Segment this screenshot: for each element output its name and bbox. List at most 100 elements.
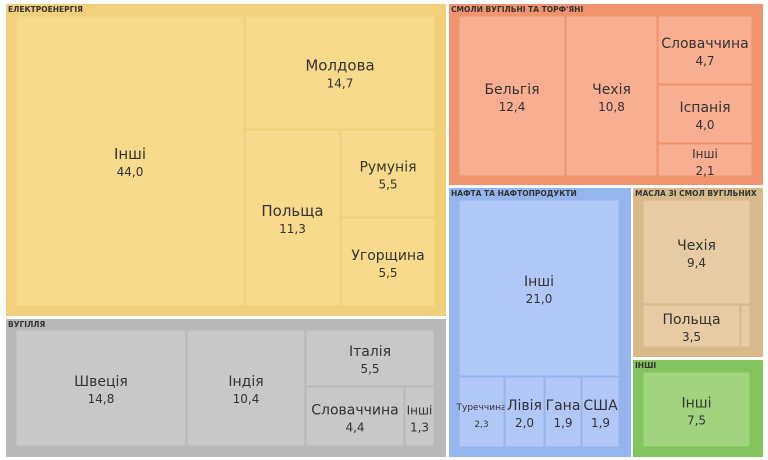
cell-label: Інші <box>692 147 718 161</box>
treemap-cell-італія: Італія 5,5 <box>305 329 435 387</box>
cell-value: 4,4 <box>345 421 364 435</box>
cell-value: 5,5 <box>378 266 397 280</box>
cell-rect <box>642 199 751 305</box>
cell-label: Угорщина <box>351 248 424 264</box>
cell-rect <box>15 329 187 447</box>
cell-label: Інші <box>682 396 712 412</box>
treemap-cell-словаччина: Словаччина 4,4 <box>305 386 405 447</box>
treemap-cell-індія: Індія 10,4 <box>186 329 306 447</box>
treemap-cell-словаччина: Словаччина 4,7 <box>657 15 753 85</box>
treemap-cell-молдова: Молдова 14,7 <box>244 15 436 130</box>
treemap-cell-чехія: Чехія 9,4 <box>642 199 751 305</box>
cell-rect <box>642 371 751 448</box>
treemap-cell-швеція: Швеція 14,8 <box>15 329 187 447</box>
cell-rect <box>642 304 741 348</box>
treemap-cell-інші: Інші 1,3 <box>404 386 435 447</box>
treemap-group-0: ЕЛЕКТРОЕНЕРГІЯ Інші 44,0 Молдова 14,7 Польща 1… <box>6 4 446 316</box>
cell-label: Польща <box>261 202 323 220</box>
cell-label: Румунія <box>359 160 416 176</box>
cell-rect <box>244 129 341 307</box>
cell-value: 10,4 <box>233 392 260 406</box>
cell-label: США <box>583 398 618 414</box>
cell-label: Чехія <box>592 82 631 98</box>
treemap-cell-чехія: Чехія 10,8 <box>565 15 658 177</box>
cell-label: Чехія <box>677 238 716 254</box>
cell-rect <box>565 15 658 177</box>
cell-rect <box>305 329 435 387</box>
cell-label: Туреччина <box>456 403 507 413</box>
cell-value: 1,9 <box>591 416 610 430</box>
cell-rect <box>458 376 505 448</box>
cell-rect <box>740 304 751 348</box>
cell-label: Гана <box>546 398 581 414</box>
cell-rect <box>244 15 436 130</box>
group-header: МАСЛА ЗІ СМОЛ ВУГІЛЬНИХ <box>635 189 757 198</box>
cell-value: 9,4 <box>687 256 706 270</box>
cell-label: Інші <box>524 274 554 290</box>
cell-rect <box>657 84 753 144</box>
cell-rect <box>657 143 753 177</box>
treemap-cell-сша: США 1,9 <box>581 376 620 448</box>
cell-label: Італія <box>349 344 391 360</box>
cell-rect <box>15 15 245 307</box>
cell-value: 4,7 <box>695 54 714 68</box>
cell-label: Інші <box>114 145 146 163</box>
treemap-group-4: МАСЛА ЗІ СМОЛ ВУГІЛЬНИХ Чехія 9,4 Польща 3,5 <box>633 188 763 357</box>
cell-value: 4,0 <box>695 118 714 132</box>
cell-rect <box>340 217 436 307</box>
cell-value: 10,8 <box>598 100 625 114</box>
cell-rect <box>186 329 306 447</box>
group-header: ЕЛЕКТРОЕНЕРГІЯ <box>8 5 83 14</box>
cell-label: Словаччина <box>311 403 399 419</box>
cell-value: 21,0 <box>526 292 553 306</box>
treemap-cell-інші: Інші 44,0 <box>15 15 245 307</box>
cell-rect <box>305 386 405 447</box>
treemap-cell-бельгія: Бельгія 12,4 <box>458 15 566 177</box>
cell-rect <box>458 15 566 177</box>
cell-rect <box>404 386 435 447</box>
cell-label: Іспанія <box>679 100 730 116</box>
group-header: ІНШІ <box>635 361 656 370</box>
treemap-cell-румунія: Румунія 5,5 <box>340 129 436 218</box>
cell-value: 14,8 <box>88 392 115 406</box>
treemap-cell-іспанія: Іспанія 4,0 <box>657 84 753 144</box>
treemap-cell-unlabeled <box>740 304 751 348</box>
treemap-cell-угорщина: Угорщина 5,5 <box>340 217 436 307</box>
cell-rect <box>657 15 753 85</box>
treemap-cell-інші: Інші 7,5 <box>642 371 751 448</box>
cell-rect <box>504 376 545 448</box>
cell-label: Словаччина <box>661 36 749 52</box>
cell-rect <box>458 199 620 377</box>
treemap-cell-інші: Інші 21,0 <box>458 199 620 377</box>
treemap-cell-польща: Польща 3,5 <box>642 304 741 348</box>
cell-label: Швеція <box>74 374 128 390</box>
cell-value: 3,5 <box>682 330 701 344</box>
treemap-group-2: ВУГІЛЛЯ Швеція 14,8 Індія 10,4 Італія 5,5 Слова… <box>6 319 446 457</box>
cell-value: 2,1 <box>695 164 714 178</box>
treemap-group-3: НАФТА ТА НАФТОПРОДУКТИ Інші 21,0 Туреччина 2… <box>449 188 631 457</box>
cell-value: 2,0 <box>515 416 534 430</box>
treemap-cell-туреччина: Туреччина 2,3 <box>456 376 507 448</box>
cell-rect <box>581 376 620 448</box>
cell-label: Лівія <box>507 398 542 414</box>
treemap-cell-інші: Інші 2,1 <box>657 143 753 178</box>
cell-value: 5,5 <box>378 178 397 192</box>
cell-value: 2,3 <box>474 420 488 430</box>
cell-label: Інші <box>407 404 433 418</box>
cell-label: Польща <box>662 312 720 328</box>
cell-value: 12,4 <box>499 100 526 114</box>
cell-value: 7,5 <box>687 414 706 428</box>
treemap-cell-польща: Польща 11,3 <box>244 129 341 307</box>
cell-value: 1,9 <box>553 416 572 430</box>
cell-label: Молдова <box>305 57 374 75</box>
cell-value: 14,7 <box>327 77 354 91</box>
cell-value: 5,5 <box>360 362 379 376</box>
cell-rect <box>544 376 582 448</box>
treemap-group-5: ІНШІ Інші 7,5 <box>633 360 763 457</box>
treemap-cell-лівія: Лівія 2,0 <box>504 376 545 448</box>
group-header: НАФТА ТА НАФТОПРОДУКТИ <box>451 189 577 198</box>
cell-value: 11,3 <box>279 222 306 236</box>
cell-label: Бельгія <box>484 82 539 98</box>
